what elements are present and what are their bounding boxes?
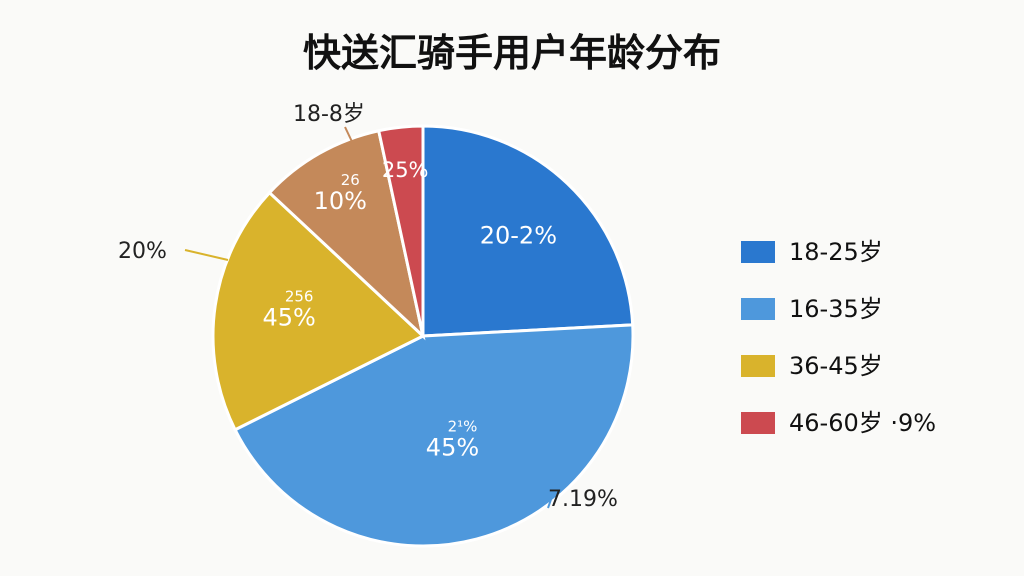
slice-label-1: 45% <box>426 434 479 462</box>
slice-sublabel-1: 2¹% <box>448 418 478 436</box>
legend-label-1: 16-35岁 <box>789 295 883 323</box>
pie-slice-0 <box>421 124 635 338</box>
pie <box>211 124 635 548</box>
slice-label-4: 25% <box>382 158 429 182</box>
leader-line-2 <box>547 487 556 509</box>
leader-line-0 <box>344 126 356 149</box>
slice-label-3: 10% <box>314 187 367 215</box>
slice-sublabel-2: 256 <box>285 287 314 305</box>
pie-slice-2 <box>211 190 426 432</box>
legend-swatch-2 <box>741 355 775 377</box>
pie-slice-4 <box>376 124 425 337</box>
external-label-0: 18-8岁 <box>293 102 365 127</box>
legend-label-3: 46-60岁 ·9% <box>789 409 936 437</box>
external-label-1: 20% <box>118 239 167 264</box>
chart-title: 快送汇骑手用户年龄分布 <box>303 31 721 75</box>
pie-slice-1 <box>233 323 635 548</box>
slice-label-0: 20-2% <box>480 221 557 249</box>
legend-label-2: 36-45岁 <box>789 352 883 380</box>
legend-swatch-0 <box>741 241 775 263</box>
slice-label-2: 45% <box>262 303 315 331</box>
legend-swatch-1 <box>741 298 775 320</box>
legend-swatch-3 <box>741 412 775 434</box>
external-label-2: 7.19% <box>548 487 618 512</box>
legend-label-0: 18-25岁 <box>789 238 883 266</box>
pie-slice-3 <box>267 128 426 341</box>
slice-sublabel-3: 26 <box>341 171 360 189</box>
legend: 18-25岁 16-35岁 36-45岁 46-60岁 ·9% <box>741 238 936 437</box>
leader-line-1 <box>184 249 229 261</box>
